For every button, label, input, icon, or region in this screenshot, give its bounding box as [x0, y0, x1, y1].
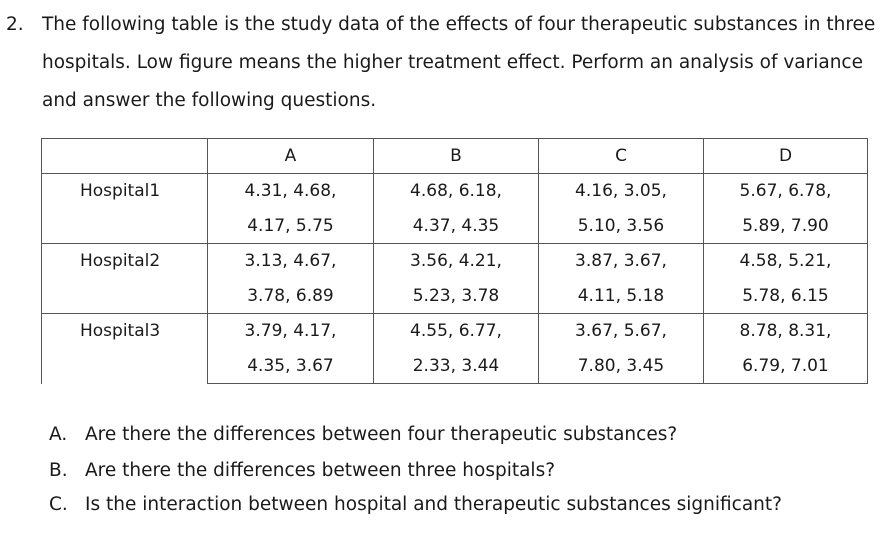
subquestion-text: Are there the differences between three …: [85, 460, 556, 481]
question-text-line-1: The following table is the study data of…: [42, 14, 876, 35]
question-number: 2.: [6, 14, 24, 35]
header-d: D: [703, 138, 868, 174]
hospital-label: Hospital2: [41, 243, 208, 314]
header-blank: [41, 138, 208, 174]
table-cell: 3.78, 6.89: [207, 278, 374, 314]
table-cell: 4.68, 6.18,: [373, 173, 539, 209]
table-cell: 4.35, 3.67: [207, 348, 374, 384]
table-row: 4.17, 5.75 4.37, 4.35 5.10, 3.56 5.89, 7…: [42, 208, 868, 244]
table-cell: 3.79, 4.17,: [207, 313, 374, 349]
table-row: Hospital2 3.13, 4.67, 3.56, 4.21, 3.87, …: [41, 243, 868, 314]
table-cell: 5.67, 6.78,: [703, 173, 868, 209]
table-cell: 3.67, 5.67,: [538, 313, 704, 349]
table-cell: 4.37, 4.35: [373, 208, 539, 244]
table-row: Hospital1 4.31, 4.68, 4.68, 6.18, 4.16, …: [41, 173, 868, 244]
subquestion-a: A. Are there the differences between four…: [49, 424, 677, 445]
table-cell: 5.10, 3.56: [538, 208, 704, 244]
hospital-label: Hospital1: [41, 173, 208, 244]
table-cell: 5.89, 7.90: [703, 208, 868, 244]
table-cell: 3.87, 3.67,: [538, 243, 704, 279]
header-b: B: [373, 138, 539, 174]
table-cell: 5.78, 6.15: [703, 278, 868, 314]
table-cell: 4.55, 6.77,: [373, 313, 539, 349]
subquestion-label: C.: [49, 494, 68, 515]
hospital-label: Hospital3: [41, 313, 208, 384]
table-cell: 4.58, 5.21,: [703, 243, 868, 279]
table-cell: 4.11, 5.18: [538, 278, 704, 314]
table-row: 4.35, 3.67 2.33, 3.44 7.80, 3.45 6.79, 7…: [42, 348, 868, 384]
subquestion-label: B.: [49, 460, 68, 481]
table-cell: 6.79, 7.01: [703, 348, 868, 384]
table-cell: 3.56, 4.21,: [373, 243, 539, 279]
table-cell: 8.78, 8.31,: [703, 313, 868, 349]
subquestion-label: A.: [49, 424, 68, 445]
table-cell: 4.16, 3.05,: [538, 173, 704, 209]
header-a: A: [207, 138, 374, 174]
table-cell: 2.33, 3.44: [373, 348, 539, 384]
table-cell: 4.31, 4.68,: [207, 173, 374, 209]
header-row: A B C D: [41, 138, 868, 174]
subquestion-c: C. Is the interaction between hospital an…: [49, 494, 782, 515]
table-cell: 4.17, 5.75: [207, 208, 374, 244]
table-row: Hospital3 3.79, 4.17, 4.55, 6.77, 3.67, …: [41, 313, 868, 384]
table-cell: 5.23, 3.78: [373, 278, 539, 314]
subquestion-b: B. Are there the differences between thre…: [49, 460, 555, 481]
table-cell: 7.80, 3.45: [538, 348, 704, 384]
subquestion-text: Is the interaction between hospital and …: [85, 494, 782, 515]
question-text-line-2: hospitals. Low figure means the higher t…: [42, 52, 863, 73]
table-row: 3.78, 6.89 5.23, 3.78 4.11, 5.18 5.78, 6…: [42, 278, 868, 314]
subquestion-text: Are there the differences between four t…: [85, 424, 678, 445]
question-text-line-3: and answer the following questions.: [42, 90, 377, 111]
data-table: A B C D Hospital1 4.31, 4.68, 4.68, 6.18…: [41, 138, 868, 384]
header-c: C: [538, 138, 704, 174]
table-cell: 3.13, 4.67,: [207, 243, 374, 279]
